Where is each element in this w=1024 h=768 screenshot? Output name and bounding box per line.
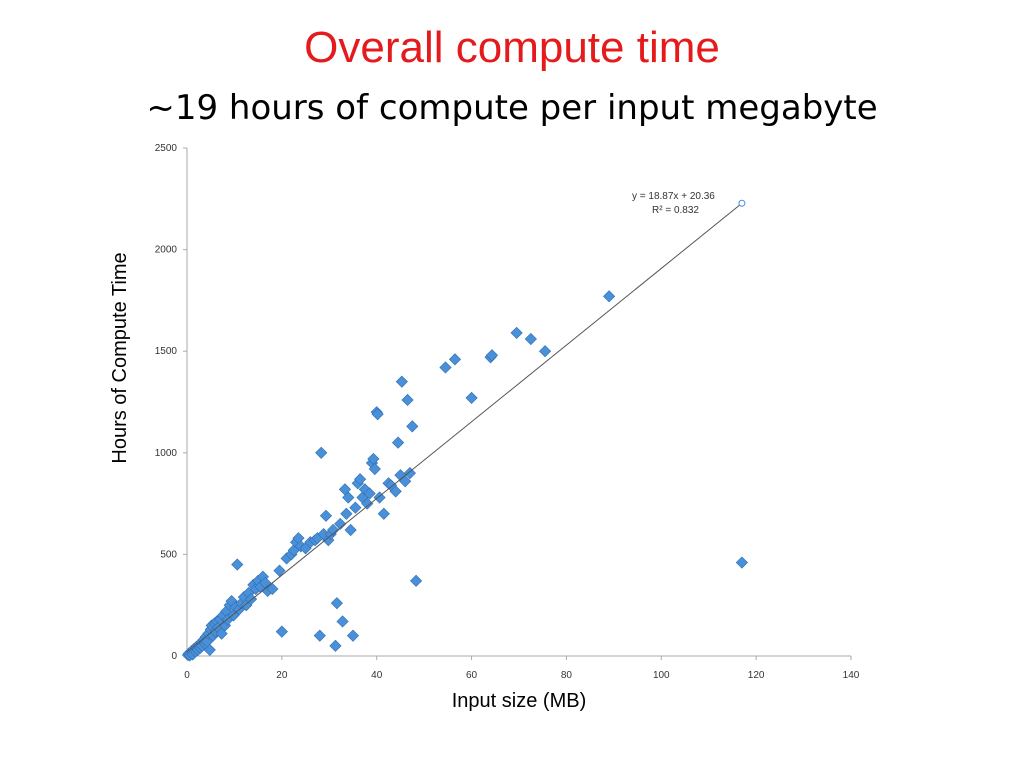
x-tick-label: 140 xyxy=(843,670,860,681)
data-point xyxy=(363,487,376,500)
data-point xyxy=(266,582,279,596)
data-point xyxy=(319,509,333,522)
chart-axes xyxy=(186,148,851,657)
trendline xyxy=(186,202,743,653)
data-point xyxy=(354,473,367,486)
data-point xyxy=(403,467,416,480)
data-point xyxy=(315,446,328,459)
data-point xyxy=(465,391,478,405)
data-point xyxy=(735,556,748,569)
data-point xyxy=(539,345,552,358)
tick-labels: 0 20 40 60 80 100 120 140 0 500 1000 1500 2000 2500 xyxy=(155,143,860,681)
trendline-r-squared: R² = 0.832 xyxy=(652,205,699,216)
data-point xyxy=(368,462,381,476)
data-point xyxy=(336,615,349,628)
x-tick-label: 20 xyxy=(276,670,288,681)
data-point xyxy=(524,332,537,346)
y-axis-label: Hours of Compute Time xyxy=(109,252,131,463)
data-point xyxy=(361,497,374,510)
data-point xyxy=(334,517,347,531)
data-point xyxy=(603,290,616,303)
data-point xyxy=(485,349,499,362)
x-tick-label: 60 xyxy=(466,670,478,681)
trendline-end-marker xyxy=(738,199,746,207)
x-tick-label: 100 xyxy=(653,670,670,681)
data-point xyxy=(510,326,523,339)
data-point xyxy=(409,574,423,587)
slide-subtitle: ~19 hours of compute per input megabyte xyxy=(146,88,878,128)
data-point xyxy=(406,420,419,433)
data-point xyxy=(203,643,216,656)
x-tick-label: 40 xyxy=(371,670,383,681)
data-point xyxy=(377,507,390,520)
y-tick-label: 500 xyxy=(160,549,177,560)
data-points xyxy=(181,290,748,662)
x-tick-label: 120 xyxy=(748,670,765,681)
data-point xyxy=(448,353,462,366)
data-point xyxy=(340,507,353,520)
data-point xyxy=(342,491,355,504)
data-point xyxy=(401,393,414,407)
data-point xyxy=(329,639,342,652)
x-axis-label: Input size (MB) xyxy=(452,690,586,712)
data-point xyxy=(275,625,288,638)
data-point xyxy=(399,475,412,488)
data-point xyxy=(371,408,384,421)
y-tick-label: 1500 xyxy=(155,346,178,357)
data-point xyxy=(273,564,286,577)
y-tick-label: 1000 xyxy=(155,448,178,459)
data-point xyxy=(391,436,405,449)
data-point xyxy=(330,597,343,610)
data-point xyxy=(439,361,452,374)
data-point xyxy=(389,485,402,498)
data-point xyxy=(326,523,340,537)
data-point xyxy=(346,629,360,642)
y-tick-label: 2500 xyxy=(155,143,178,154)
y-tick-label: 2000 xyxy=(155,245,178,256)
data-point xyxy=(344,523,357,537)
data-point xyxy=(349,501,362,514)
slide-title: Overall compute time xyxy=(304,23,720,72)
y-tick-label: 0 xyxy=(171,651,177,662)
x-tick-label: 0 xyxy=(184,670,190,681)
data-point xyxy=(367,452,380,465)
data-point xyxy=(373,491,386,504)
data-point xyxy=(395,375,408,388)
data-point xyxy=(231,558,244,571)
trendline-equation: y = 18.87x + 20.36 xyxy=(632,191,715,202)
data-point xyxy=(313,629,326,642)
x-tick-label: 80 xyxy=(561,670,573,681)
